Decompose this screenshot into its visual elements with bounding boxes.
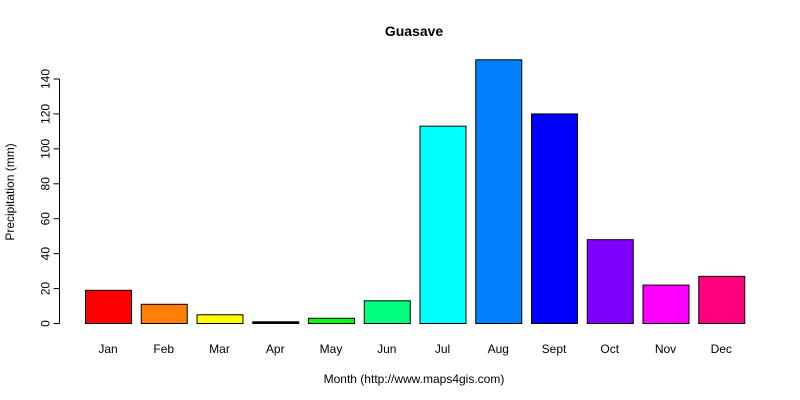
x-tick-label: Oct — [600, 342, 619, 356]
x-tick-label: Apr — [266, 342, 285, 356]
bar-may — [308, 317, 355, 325]
y-axis-label: Precipitation (mm) — [3, 143, 17, 240]
x-tick-label: Mar — [209, 342, 230, 356]
y-tick-label: 100 — [39, 139, 53, 159]
y-tick-label: 40 — [39, 247, 53, 261]
y-tick-label: 0 — [39, 320, 53, 327]
x-tick-label: Jul — [435, 342, 450, 356]
x-tick-label: Jan — [98, 342, 117, 356]
x-tick-label: May — [320, 342, 343, 356]
x-tick-label: Dec — [711, 342, 732, 356]
bar-apr — [252, 321, 300, 325]
x-tick-label: Feb — [153, 342, 174, 356]
y-tick-label: 20 — [39, 282, 53, 296]
y-tick-label: 140 — [39, 69, 53, 89]
bar-mar — [196, 314, 244, 325]
y-tick-label: 60 — [39, 212, 53, 226]
x-axis-labels: Jan Feb Mar Apr May Jun Jul Aug Sept Oct Nov Dec — [98, 342, 732, 356]
bar-nov — [642, 284, 690, 324]
y-tick-label: 80 — [39, 177, 53, 191]
y-axis: 0 20 40 60 80 100 120 140 — [39, 69, 60, 327]
bar-jun — [363, 300, 411, 325]
bar-feb — [140, 303, 188, 325]
bar-jan — [85, 289, 132, 324]
bar-jul — [419, 125, 467, 324]
x-tick-label: Sept — [542, 342, 567, 356]
y-tick-label: 120 — [39, 104, 53, 124]
bars — [85, 59, 746, 325]
x-tick-label: Aug — [488, 342, 509, 356]
chart-title: Guasave — [385, 23, 444, 39]
bar-aug — [475, 59, 523, 324]
x-tick-label: Jun — [377, 342, 396, 356]
x-axis-label: Month (http://www.maps4gis.com) — [324, 372, 505, 386]
bar-oct — [586, 239, 634, 325]
bar-sept — [531, 113, 578, 324]
bar-dec — [698, 275, 746, 324]
x-tick-label: Nov — [655, 342, 676, 356]
